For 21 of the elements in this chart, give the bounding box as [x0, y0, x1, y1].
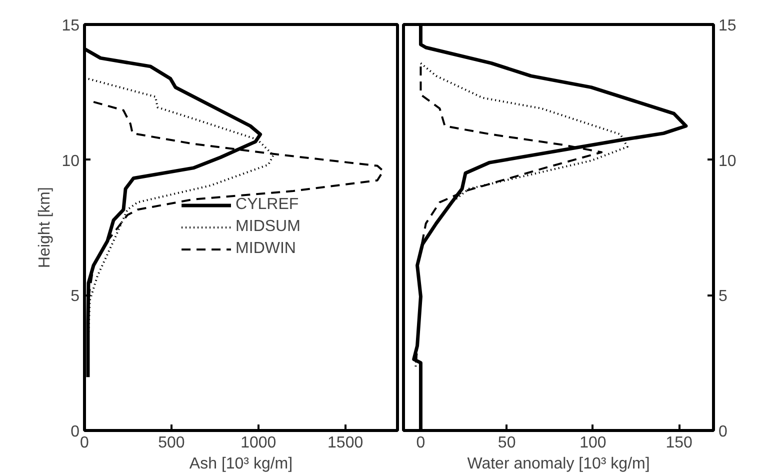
x-tick-label: 0 [416, 434, 426, 452]
x-tick-label: 150 [666, 434, 693, 452]
y-tick-label: 15 [62, 18, 80, 34]
legend-label: MIDWIN [236, 240, 296, 258]
y-axis-title: Height [km] [36, 187, 54, 268]
x-tick-label: 100 [580, 434, 606, 452]
y-tick-label: 10 [718, 152, 736, 170]
y-tick-label: 10 [62, 152, 80, 170]
x-tick-label: 50 [498, 434, 516, 452]
legend-label: CYLREF [236, 196, 299, 214]
y-tick-label: 5 [718, 288, 728, 306]
y-tick-label: 0 [718, 424, 728, 440]
x-axis-title: Water anomaly [10³ kg/m] [467, 456, 650, 472]
y-tick-label: 5 [70, 288, 80, 306]
x-tick-label: 1000 [240, 434, 276, 452]
x-tick-label: 500 [158, 434, 185, 452]
x-axis-title: Ash [10³ kg/m] [189, 456, 293, 472]
legend-label: MIDSUM [236, 218, 300, 236]
y-tick-label: 15 [718, 18, 736, 34]
y-tick-label: 0 [70, 424, 80, 440]
x-tick-label: 1500 [328, 434, 364, 452]
